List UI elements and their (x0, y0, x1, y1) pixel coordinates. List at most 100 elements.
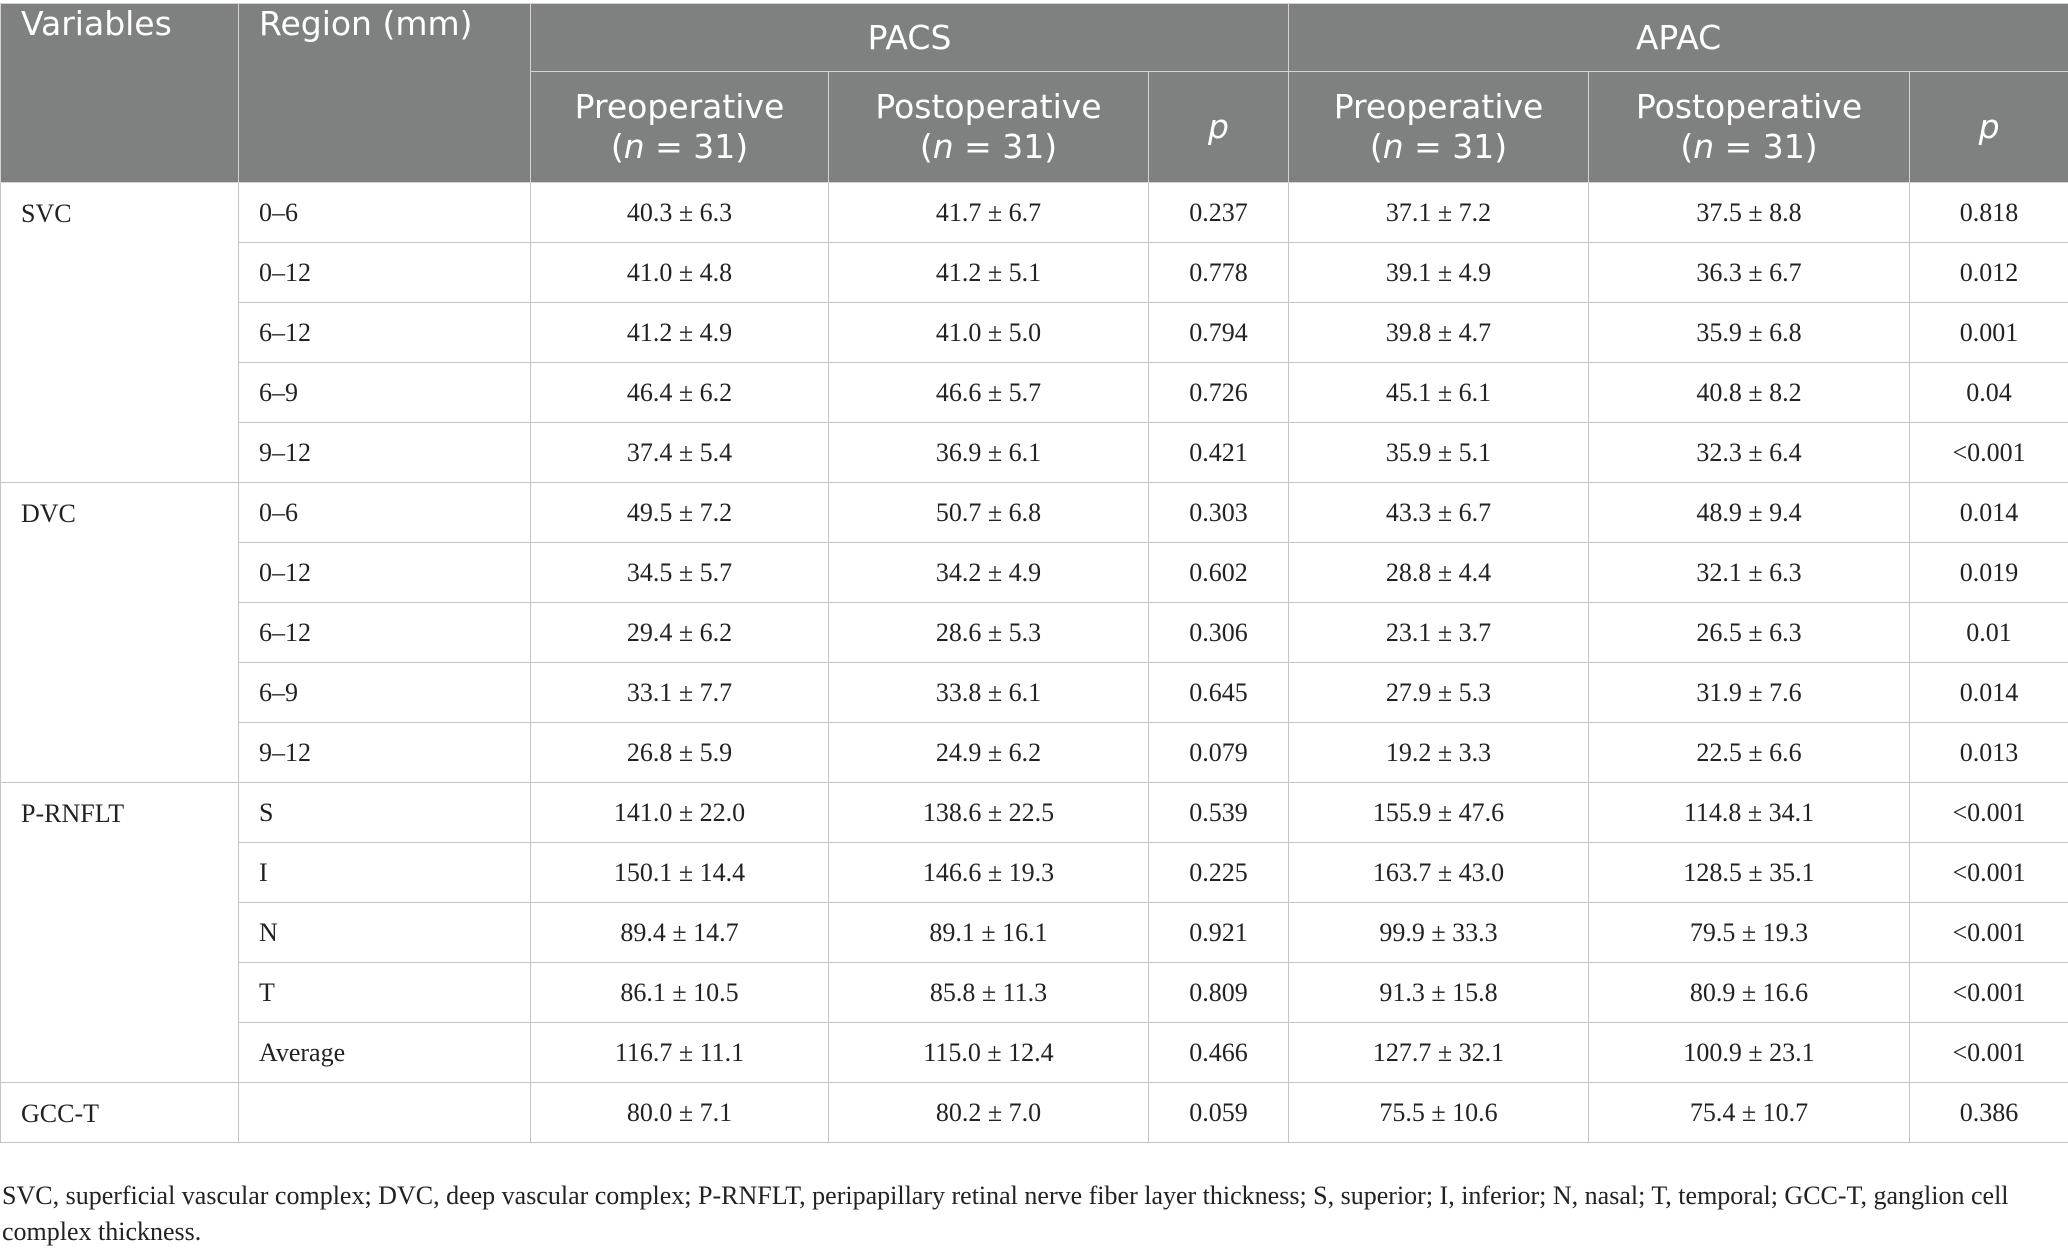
pre-label: Preoperative (1333, 87, 1544, 126)
pacs-preoperative-cell: 41.2 ± 4.9 (530, 302, 829, 363)
region-cell: S (238, 782, 531, 843)
apac-postoperative-cell: 80.9 ± 16.6 (1588, 962, 1911, 1023)
n-variable: n (1693, 127, 1715, 166)
header-region: Region (mm) (238, 3, 531, 183)
region-cell: T (238, 962, 531, 1023)
apac-p-cell: 0.013 (1909, 722, 2068, 783)
variable-cell: SVC (0, 182, 239, 483)
n-variable: n (1382, 127, 1404, 166)
apac-postoperative-cell: 37.5 ± 8.8 (1588, 182, 1911, 243)
pacs-preoperative-cell: 141.0 ± 22.0 (530, 782, 829, 843)
apac-p-cell: 0.386 (1909, 1082, 2068, 1143)
region-cell: 6–9 (238, 662, 531, 723)
apac-p-cell: <0.001 (1909, 842, 2068, 903)
region-cell: 6–12 (238, 302, 531, 363)
n-value: = 31) (1403, 127, 1508, 166)
pacs-postoperative-cell: 41.2 ± 5.1 (828, 242, 1149, 303)
pacs-postoperative-cell: 36.9 ± 6.1 (828, 422, 1149, 483)
p-label: p (1208, 107, 1229, 146)
pacs-preoperative-cell: 26.8 ± 5.9 (530, 722, 829, 783)
n-open: ( (1680, 127, 1694, 166)
apac-postoperative-cell: 128.5 ± 35.1 (1588, 842, 1911, 903)
p-label: p (1978, 107, 2000, 146)
variable-cell: DVC (0, 482, 239, 783)
apac-preoperative-cell: 35.9 ± 5.1 (1288, 422, 1590, 483)
table-body: SVC 0–6 40.3 ± 6.3 41.7 ± 6.7 0.237 37.1 ± 7.… (0, 182, 2068, 1143)
region-cell: 6–12 (238, 602, 531, 663)
table-row: P-RNFLT S 141.0 ± 22.0 138.6 ± 22.5 0.539 155… (0, 782, 2068, 1083)
pacs-p-cell: 0.809 (1147, 962, 1290, 1023)
apac-preoperative-cell: 39.8 ± 4.7 (1288, 302, 1590, 363)
pacs-p-cell: 0.225 (1147, 842, 1290, 903)
region-cell: 9–12 (238, 422, 531, 483)
pacs-postoperative-cell: 138.6 ± 22.5 (828, 782, 1149, 843)
pacs-postoperative-cell: 80.2 ± 7.0 (828, 1082, 1149, 1143)
table-row: Average 116.7 ± 11.1 115.0 ± 12.4 0.466 127.… (1, 1022, 2068, 1083)
apac-postoperative-cell: 32.1 ± 6.3 (1588, 542, 1911, 603)
n-open: ( (1369, 127, 1383, 166)
pacs-p-cell: 0.421 (1147, 422, 1290, 483)
table-row: 6–9 33.1 ± 7.7 33.8 ± 6.1 0.645 27.9 ± 5.3 31… (1, 662, 2068, 723)
n-value: = 31) (953, 127, 1058, 166)
n-value: = 31) (644, 127, 749, 166)
apac-preoperative-cell: 45.1 ± 6.1 (1288, 362, 1590, 423)
table-row: I 150.1 ± 14.4 146.6 ± 19.3 0.225 163.7 ± 43… (1, 842, 2068, 903)
apac-p-cell: 0.001 (1909, 302, 2068, 363)
apac-postoperative-cell: 40.8 ± 8.2 (1588, 362, 1911, 423)
table-row: 9–12 37.4 ± 5.4 36.9 ± 6.1 0.421 35.9 ± 5.1 3… (1, 422, 2068, 483)
pacs-preoperative-cell: 89.4 ± 14.7 (530, 902, 829, 963)
pacs-preoperative-cell: 34.5 ± 5.7 (530, 542, 829, 603)
apac-postoperative-cell: 114.8 ± 34.1 (1588, 782, 1911, 843)
apac-postoperative-cell: 48.9 ± 9.4 (1588, 482, 1911, 543)
apac-preoperative-cell: 91.3 ± 15.8 (1288, 962, 1590, 1023)
header-pacs-p: p (1147, 71, 1290, 183)
header-apac-p: p (1909, 71, 2068, 183)
apac-p-cell: 0.01 (1909, 602, 2068, 663)
table-row: T 86.1 ± 10.5 85.8 ± 11.3 0.809 91.3 ± 15.8 8… (1, 962, 2068, 1023)
post-label: Postoperative (1635, 87, 1863, 126)
pacs-postoperative-cell: 34.2 ± 4.9 (828, 542, 1149, 603)
pacs-postoperative-cell: 41.7 ± 6.7 (828, 182, 1149, 243)
pacs-preoperative-cell: 86.1 ± 10.5 (530, 962, 829, 1023)
pacs-postoperative-cell: 146.6 ± 19.3 (828, 842, 1149, 903)
apac-p-cell: 0.04 (1909, 362, 2068, 423)
apac-postoperative-cell: 22.5 ± 6.6 (1588, 722, 1911, 783)
apac-preoperative-cell: 27.9 ± 5.3 (1288, 662, 1590, 723)
pacs-preoperative-cell: 150.1 ± 14.4 (530, 842, 829, 903)
header-group-apac: APAC (1288, 3, 2068, 72)
apac-postoperative-cell: 75.4 ± 10.7 (1588, 1082, 1911, 1143)
apac-p-cell: <0.001 (1909, 962, 2068, 1023)
apac-postoperative-cell: 35.9 ± 6.8 (1588, 302, 1911, 363)
apac-postoperative-cell: 31.9 ± 7.6 (1588, 662, 1911, 723)
apac-p-cell: <0.001 (1909, 1022, 2068, 1083)
region-cell: 6–9 (238, 362, 531, 423)
pacs-p-cell: 0.079 (1147, 722, 1290, 783)
n-variable: n (932, 127, 954, 166)
pre-label: Preoperative (574, 87, 785, 126)
pacs-p-cell: 0.794 (1147, 302, 1290, 363)
pacs-postoperative-cell: 41.0 ± 5.0 (828, 302, 1149, 363)
pacs-postoperative-cell: 46.6 ± 5.7 (828, 362, 1149, 423)
pacs-p-cell: 0.306 (1147, 602, 1290, 663)
pacs-p-cell: 0.645 (1147, 662, 1290, 723)
header-apac-preoperative: Preoperative (n = 31) (1288, 71, 1590, 183)
n-variable: n (623, 127, 645, 166)
apac-preoperative-cell: 155.9 ± 47.6 (1288, 782, 1590, 843)
apac-p-cell: <0.001 (1909, 782, 2068, 843)
pacs-p-cell: 0.778 (1147, 242, 1290, 303)
apac-p-cell: 0.012 (1909, 242, 2068, 303)
table-row: 6–12 41.2 ± 4.9 41.0 ± 5.0 0.794 39.8 ± 4.7 3… (1, 302, 2068, 363)
apac-preoperative-cell: 127.7 ± 32.1 (1288, 1022, 1590, 1083)
region-cell: Average (238, 1022, 531, 1083)
region-cell: 0–6 (238, 482, 531, 543)
pacs-preoperative-cell: 116.7 ± 11.1 (530, 1022, 829, 1083)
region-cell (238, 1082, 531, 1143)
pacs-preoperative-cell: 46.4 ± 6.2 (530, 362, 829, 423)
n-open: ( (919, 127, 933, 166)
table-row: 0–12 34.5 ± 5.7 34.2 ± 4.9 0.602 28.8 ± 4.4 3… (1, 542, 2068, 603)
pacs-p-cell: 0.303 (1147, 482, 1290, 543)
region-cell: N (238, 902, 531, 963)
region-cell: 0–12 (238, 242, 531, 303)
apac-preoperative-cell: 163.7 ± 43.0 (1288, 842, 1590, 903)
apac-preoperative-cell: 75.5 ± 10.6 (1288, 1082, 1590, 1143)
